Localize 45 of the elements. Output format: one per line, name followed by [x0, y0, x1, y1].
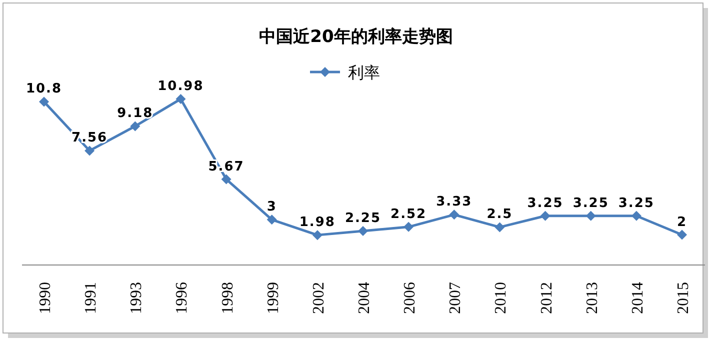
data-label: 3	[266, 200, 277, 215]
point	[130, 121, 140, 132]
point	[540, 210, 550, 221]
x-tick-label: 2012	[538, 282, 556, 314]
point	[358, 226, 368, 236]
x-tick-label: 1990	[37, 282, 54, 314]
x-tick-label: 2015	[675, 282, 692, 314]
chart-title: 中国近20年的利率走势图	[259, 27, 453, 47]
point	[494, 222, 505, 232]
data-label: 3.25	[527, 196, 564, 211]
point	[631, 210, 642, 221]
data-label: 2.5	[486, 207, 513, 222]
legend-label: 利率	[348, 63, 380, 82]
x-tick-label: 2013	[584, 282, 601, 314]
x-tick-label: 2010	[492, 282, 510, 314]
data-label: 2.52	[390, 206, 427, 222]
data-label: 2	[676, 214, 688, 230]
data-label: 3.33	[436, 194, 472, 210]
point	[176, 94, 186, 104]
point	[39, 96, 49, 107]
point	[84, 146, 95, 156]
x-tick-label: 2004	[356, 282, 373, 314]
data-label: 10.98	[158, 79, 204, 94]
x-tick-label: 1998	[219, 282, 236, 314]
x-tick-label: 1999	[264, 282, 282, 314]
data-label: 2.25	[344, 210, 382, 226]
x-tick-label: 2006	[402, 282, 419, 314]
x-tick-label: 2007	[447, 282, 464, 314]
x-tick-label: 2014	[629, 282, 646, 314]
x-tick-label: 1991	[82, 282, 100, 314]
data-label: 9.18	[117, 106, 154, 122]
x-tick-label: 2002	[310, 282, 328, 314]
x-tick-label: 1993	[128, 282, 146, 314]
point	[449, 210, 460, 220]
point	[404, 222, 414, 232]
x-tick-label: 1996	[174, 282, 191, 314]
data-label: 1.98	[299, 215, 336, 230]
data-label: 3.25	[572, 196, 609, 211]
data-label: 3.25	[618, 196, 654, 211]
point	[221, 174, 232, 184]
data-label: 10.8	[26, 82, 62, 97]
point	[312, 230, 322, 240]
point	[677, 230, 687, 240]
point	[586, 210, 596, 221]
point	[266, 214, 277, 225]
